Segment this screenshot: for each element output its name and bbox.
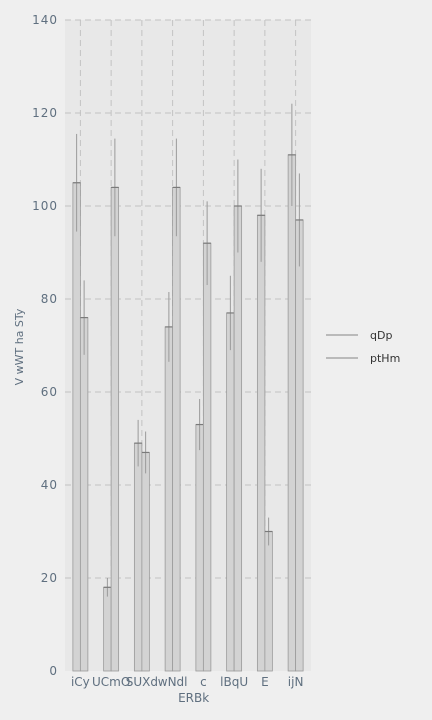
y-tick-label: 40 [41,478,58,492]
bar-ptHm-SUXd [141,452,150,672]
plot-background [65,20,311,671]
bar-qDp-iCy [72,182,81,672]
bar-ptHm-lBqU [233,205,243,672]
bar-ptHm-ijN [295,219,304,672]
x-tick-label: wNdl [158,675,188,689]
y-tick-label: 0 [49,664,58,678]
legend: qDp ptHm [326,329,400,365]
bar-qDp-E [256,214,266,672]
x-tick-label: E [261,675,269,689]
y-tick-label: 20 [41,571,58,585]
y-tick-label: 140 [32,13,58,27]
y-tick-label: 80 [41,292,58,306]
bar-ptHm-wNdl [172,186,181,672]
y-tick-label: 120 [32,106,58,120]
bars [72,103,304,672]
bar-qDp-SUXd [133,442,143,672]
y-axis-ticks: 0 20 40 60 80 100 120 140 [32,13,58,678]
y-tick-label: 60 [41,385,58,399]
bar-qDp-lBqU [226,312,235,672]
bar-ptHm-E [264,531,273,672]
bar-ptHm-UCmO [110,186,120,672]
x-tick-label: c [200,675,207,689]
x-tick-label: ijN [288,675,304,689]
x-tick-label-extra: ERBk [178,691,209,705]
x-tick-label: iCy [71,675,90,689]
bar-qDp-wNdl [164,326,174,672]
x-tick-label: lBqU [220,675,248,689]
x-tick-label: SUXd [126,675,158,689]
bar-ptHm-iCy [79,317,89,672]
bar-qDp-c [195,424,204,672]
x-tick-label: UCmO [92,675,130,689]
bar-ptHm-c [202,242,212,672]
legend-label-ptHm: ptHm [370,352,400,365]
y-axis-label: V wWT ha STy [13,308,26,385]
y-tick-label: 100 [32,199,58,213]
bar-qDp-UCmO [103,586,112,672]
legend-label-qDp: qDp [370,329,392,342]
bar-qDp-ijN [287,154,297,672]
